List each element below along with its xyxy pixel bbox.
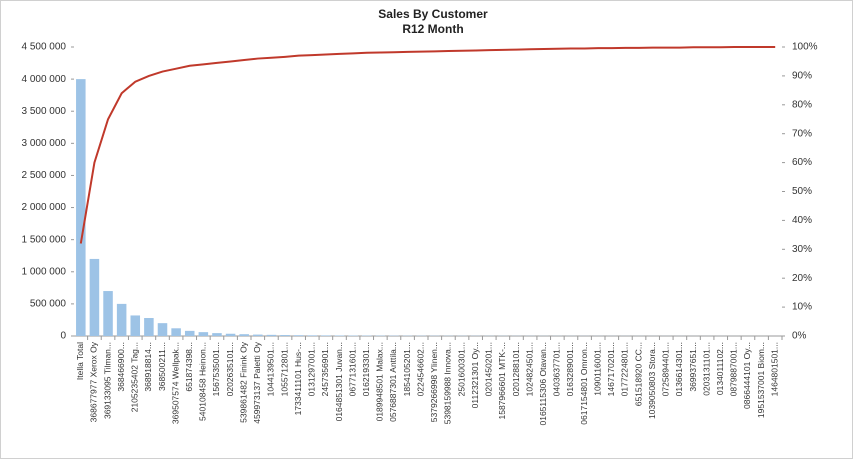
bar (225, 333, 236, 336)
x-tick-label: 1039050803 Stora... (647, 342, 657, 419)
bar (266, 334, 277, 336)
x-tick-label: 0163289001... (565, 342, 575, 396)
x-tick-label: 0134011102... (715, 342, 725, 395)
y2-tick-label: 10% (792, 302, 812, 313)
x-tick-label: 369133095 Tilman... (102, 342, 112, 419)
bar (212, 333, 222, 336)
x-tick-label: 2501600301... (456, 342, 466, 396)
y-tick-label: 4 500 000 (22, 42, 67, 53)
x-tick-label: 0202635101... (225, 342, 235, 396)
x-tick-label: 0201288101... (511, 342, 521, 396)
bar (253, 334, 263, 336)
x-tick-label: 1951537001 Biom... (756, 342, 766, 418)
y-tick-label: 2 500 000 (22, 170, 67, 181)
x-tick-label: 0189948501 Malax... (375, 342, 385, 421)
x-tick-label: 0725894401... (661, 342, 671, 396)
x-tick-label: 651874398... (184, 342, 194, 392)
x-tick-label: 368500211... (157, 342, 167, 391)
y2-tick-label: 60% (792, 157, 812, 168)
x-tick-label: 0203131101... (701, 342, 711, 396)
x-tick-label: 539861482 Finink Oy (238, 341, 248, 423)
bar (171, 328, 181, 336)
x-tick-label: 368918814... (143, 342, 153, 392)
x-tick-label: Itella Total (75, 342, 85, 380)
y-tick-label: 0 (60, 331, 66, 342)
x-tick-label: 0879887001... (729, 342, 739, 396)
x-tick-label: 0576887301 Anttila... (388, 342, 398, 422)
bar (184, 330, 195, 336)
y-tick-label: 3 500 000 (22, 106, 67, 117)
x-tick-label: 0201450201... (484, 342, 494, 396)
y2-tick-label: 80% (792, 99, 812, 110)
x-tick-label: 651518920 CC... (633, 342, 643, 406)
x-tick-label: 1044139501... (266, 342, 276, 396)
x-tick-label: 0131297001... (307, 342, 317, 396)
bar (293, 335, 304, 336)
cumulative-line (79, 46, 776, 244)
x-tick-label: 0165115306 Otavan... (538, 342, 548, 426)
bar (239, 334, 249, 336)
x-tick-label: 369507574 Wellpak... (170, 342, 180, 424)
x-tick-label: 1567535001... (211, 342, 221, 396)
chart-subtitle: R12 Month (402, 22, 463, 36)
bar (89, 258, 100, 336)
y-tick-label: 1 500 000 (22, 234, 67, 245)
x-tick-label: 1055712801... (279, 342, 289, 396)
bar (103, 291, 113, 336)
x-tick-label: 1854105201... (402, 342, 412, 396)
y-tick-label: 3 000 000 (22, 138, 67, 149)
x-tick-label: 1024824501... (524, 342, 534, 396)
x-tick-label: 368466900... (116, 342, 126, 392)
x-tick-label: 1587966601 MTK-... (497, 342, 507, 420)
x-tick-label: 0136614301... (674, 342, 684, 396)
x-tick-label: 368677977 Xerox Oy (89, 341, 99, 422)
bar (144, 318, 154, 336)
x-tick-label: 1733411101 Hus-... (293, 342, 303, 415)
x-tick-label: 0164851301 Juvan... (334, 342, 344, 421)
x-tick-label: 2457356901... (320, 342, 330, 396)
y2-tick-label: 50% (792, 186, 812, 197)
bar (334, 335, 345, 336)
bar (307, 335, 318, 336)
x-tick-label: 1467170201... (606, 342, 616, 396)
y2-tick-label: 90% (792, 71, 812, 82)
y2-tick-label: 0% (792, 331, 807, 342)
y-tick-label: 2 000 000 (22, 202, 67, 213)
x-tick-label: 5379266998 Ylinen... (429, 342, 439, 422)
x-tick-label: 0403637701... (552, 342, 562, 396)
y2-tick-label: 70% (792, 128, 812, 139)
bar (321, 335, 331, 336)
chart-title: Sales By Customer (378, 7, 488, 21)
y2-tick-label: 20% (792, 273, 812, 284)
y-tick-label: 4 000 000 (22, 74, 67, 85)
x-tick-label: 1464801501... (769, 342, 779, 396)
x-tick-label: 0112321301 Oy... (470, 342, 480, 408)
bar (116, 303, 127, 336)
x-tick-label: 0177224801... (620, 342, 630, 396)
x-tick-label: 0224546602... (415, 342, 425, 396)
x-tick-label: 459973137 Paletti Oy (252, 341, 262, 424)
y-tick-label: 1 000 000 (22, 266, 67, 277)
x-tick-label: 369937651... (688, 342, 698, 392)
y2-tick-label: 30% (792, 244, 812, 255)
y2-tick-label: 40% (792, 215, 812, 226)
x-tick-label: 540108458 Heinon... (198, 342, 208, 421)
y2-tick-label: 100% (792, 42, 818, 53)
x-tick-label: 5398159988 Innova... (443, 342, 453, 424)
x-tick-label: 1090116001... (592, 342, 602, 396)
x-tick-label: 2105235402 Tag... (130, 342, 140, 412)
bar (76, 79, 86, 336)
bar (130, 315, 141, 336)
x-tick-label: 0677131601... (347, 342, 357, 396)
bar (157, 323, 168, 336)
x-tick-label: 0866444101 Oy... (742, 342, 752, 409)
x-tick-label: 0617154801 Omron... (579, 342, 589, 425)
bar (198, 332, 209, 336)
y-tick-label: 500 000 (30, 299, 67, 310)
x-tick-label: 0162193301... (361, 342, 371, 396)
bar (280, 335, 290, 336)
